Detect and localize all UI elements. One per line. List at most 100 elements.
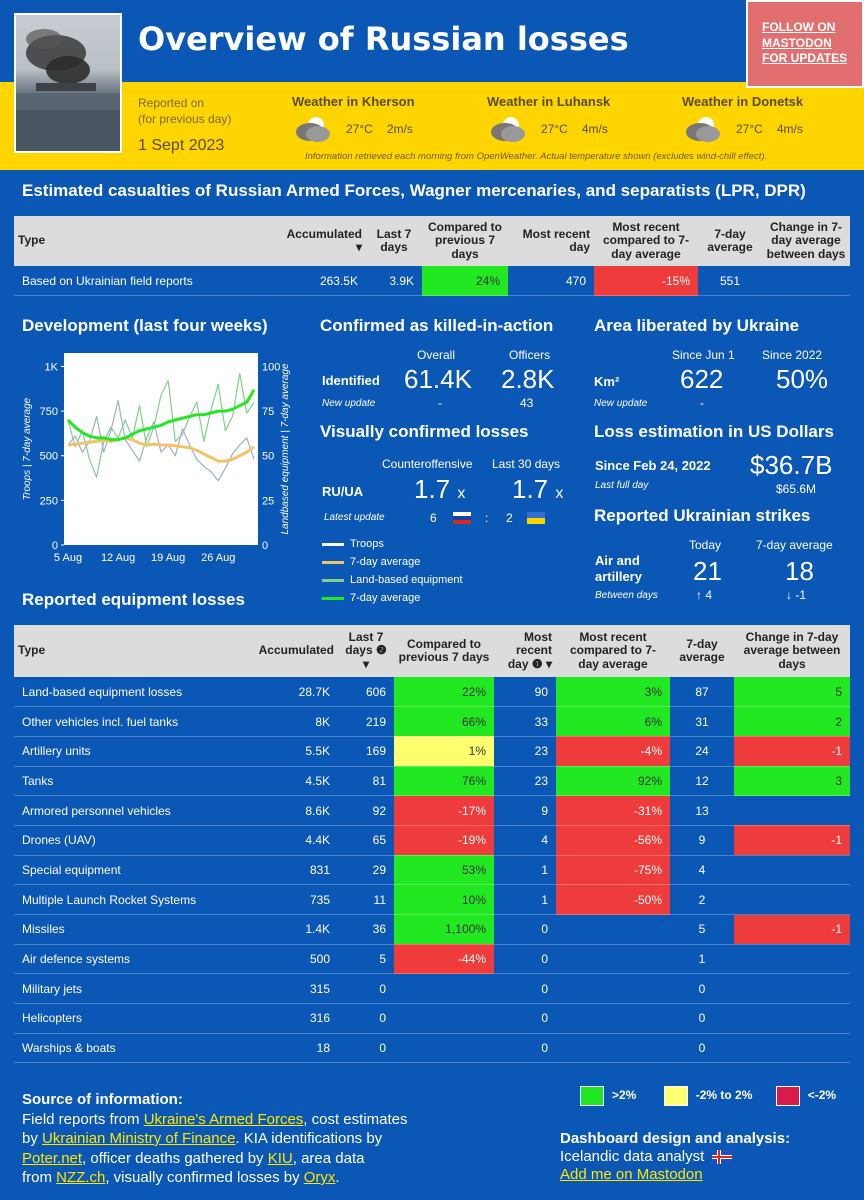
- cell-compared: 1%: [394, 736, 494, 767]
- col-recent[interactable]: Most recent day: [508, 216, 594, 266]
- col-type[interactable]: Type: [14, 216, 248, 266]
- col-compared[interactable]: Compared to previous 7 days: [394, 625, 494, 677]
- cell-change-avg: [762, 266, 850, 297]
- cell-type: Warships & boats: [14, 1033, 224, 1064]
- col-change-avg[interactable]: Change in 7-day average between days: [762, 216, 850, 266]
- table-row: Armored personnel vehicles 8.6K 92 -17% 9 -31…: [14, 795, 850, 826]
- col-recent-vs-avg[interactable]: Most recent compared to 7-day average: [556, 625, 670, 677]
- visual-counter: 1.7 x: [414, 474, 465, 505]
- cell-change-avg: [734, 1003, 850, 1034]
- x-tick: 19 Aug: [151, 552, 185, 564]
- cell-7day-avg: 13: [670, 795, 734, 826]
- col-recent-vs-avg[interactable]: Most recent compared to 7-day average: [594, 216, 698, 266]
- cell-7day-avg: 87: [670, 677, 734, 708]
- link-oryx[interactable]: Oryx: [303, 1169, 336, 1186]
- cell-accumulated: 500: [224, 944, 338, 975]
- strikes-avg: 18: [785, 556, 814, 586]
- cell-recent-vs-avg: -15%: [594, 266, 698, 297]
- cell-compared: -19%: [394, 825, 494, 856]
- table-header-row: Type Accumulated ▾ Last 7 days Compared t…: [14, 216, 850, 266]
- cell-last7: 0: [338, 1003, 394, 1034]
- cell-last7: 5: [338, 944, 394, 975]
- y-right-tick: 25: [262, 495, 274, 507]
- cell-compared: [394, 973, 494, 1005]
- cell-recent: 0: [494, 973, 556, 1005]
- cell-compared: 53%: [394, 855, 494, 886]
- cell-recent-vs-avg: -31%: [556, 795, 670, 826]
- table-row: Tanks 4.5K 81 76% 23 92% 12 3: [14, 766, 850, 797]
- x-tick: 12 Aug: [101, 552, 135, 564]
- info-icon: ❷: [375, 643, 387, 658]
- col-last7[interactable]: Last 7 days ❷ ▾: [338, 625, 394, 677]
- series-line: [67, 399, 255, 482]
- y-right-axis-title: Landbased equipment | 7-day average: [280, 363, 291, 534]
- cell-7day-avg: 9: [670, 825, 734, 856]
- cell-recent-vs-avg: [556, 1003, 670, 1034]
- cell-last7: 29: [338, 855, 394, 886]
- cell-recent: 23: [494, 736, 556, 767]
- col-change-avg[interactable]: Change in 7-day average between days: [734, 625, 850, 677]
- table-row: Based on Ukrainian field reports 263.5K …: [14, 266, 850, 297]
- col-type[interactable]: Type: [14, 625, 224, 677]
- cell-7day-avg: 0: [670, 973, 734, 1005]
- weather-wind: 4m/s: [581, 122, 608, 136]
- y-left-axis-title: Troops | 7-day average: [22, 397, 33, 500]
- cell-recent: 0: [494, 1003, 556, 1034]
- header-photo: [14, 13, 122, 153]
- link-armed-forces[interactable]: Ukraine's Armed Forces: [143, 1110, 304, 1128]
- cell-7day-avg: 0: [670, 1003, 734, 1034]
- ukraine-flag-icon: [527, 512, 545, 524]
- cell-recent: 33: [494, 706, 556, 737]
- col-last7[interactable]: Last 7 days: [366, 216, 422, 266]
- cell-recent: 4: [494, 825, 556, 856]
- visual-section: Visually confirmed losses Counteroffensi…: [320, 422, 580, 532]
- cell-recent: 470: [508, 266, 594, 297]
- chart-legend: Troops 7-day average Land-based equipmen…: [322, 535, 463, 607]
- col-7day-avg[interactable]: 7-day average: [698, 216, 762, 266]
- legend-item: Troops: [322, 535, 463, 553]
- col-compared[interactable]: Compared to previous 7 days: [422, 216, 508, 266]
- y-left-tick: 750: [40, 406, 58, 418]
- cell-7day-avg: 2: [670, 884, 734, 915]
- cell-last7: 92: [338, 795, 394, 826]
- cloud-sun-icon: [296, 117, 330, 142]
- cell-last7: 0: [338, 973, 394, 1005]
- equipment-table: Type Accumulated Last 7 days ❷ ▾ Compared…: [14, 625, 850, 1064]
- link-ministry-finance[interactable]: Ukrainian Ministry of Finance: [42, 1130, 236, 1147]
- x-tick: 26 Aug: [201, 552, 235, 564]
- cell-last7: 169: [338, 736, 394, 767]
- source-text: by: [22, 1130, 43, 1147]
- iceland-flag-icon: [712, 1150, 733, 1165]
- kia-title: Confirmed as killed-in-action: [320, 316, 554, 335]
- area-2022: 50%: [776, 364, 829, 394]
- cell-last7: 81: [338, 766, 394, 797]
- link-nzz[interactable]: NZZ.ch: [56, 1169, 106, 1186]
- col-7day-avg[interactable]: 7-day average: [670, 625, 734, 677]
- col-recent[interactable]: Most recent day ❶ ▾: [494, 625, 556, 677]
- link-kiu[interactable]: KIU: [267, 1149, 293, 1167]
- cell-accumulated: 5.5K: [224, 736, 338, 767]
- follow-mastodon-link[interactable]: FOLLOW ON MASTODON FOR UPDATES: [746, 0, 864, 88]
- col-accumulated[interactable]: Accumulated ▾: [248, 216, 366, 266]
- visual-last30-value: 1.7: [512, 474, 549, 504]
- cell-type: Tanks: [14, 766, 224, 797]
- series-line: [67, 436, 255, 463]
- col-accumulated[interactable]: Accumulated: [224, 625, 338, 677]
- legend-green-box: [580, 1086, 604, 1106]
- strikes-label: Air and artillery: [595, 553, 642, 585]
- visual-ru-count: 6: [430, 511, 437, 525]
- cell-last7: 36: [338, 914, 394, 945]
- source-line: Poter.net, officer deaths gathered by KI…: [22, 1149, 408, 1169]
- kia-update-officers: 43: [520, 396, 534, 410]
- cell-compared: 76%: [394, 766, 494, 797]
- weather-kherson: Weather in Kherson 27°C 2m/s: [292, 94, 415, 143]
- mastodon-link[interactable]: Add me on Mastodon: [560, 1166, 703, 1183]
- weather-donetsk: Weather in Donetsk 27°C 4m/s: [682, 94, 803, 143]
- cell-accumulated: 315: [224, 973, 338, 1005]
- y-left-tick: 1K: [45, 361, 59, 373]
- visual-last30: 1.7 x: [512, 474, 563, 505]
- color-legend: >2% -2% to 2% <-2%: [580, 1086, 836, 1106]
- link-poter[interactable]: Poter.net: [22, 1149, 83, 1167]
- legend-swatch: [322, 596, 344, 600]
